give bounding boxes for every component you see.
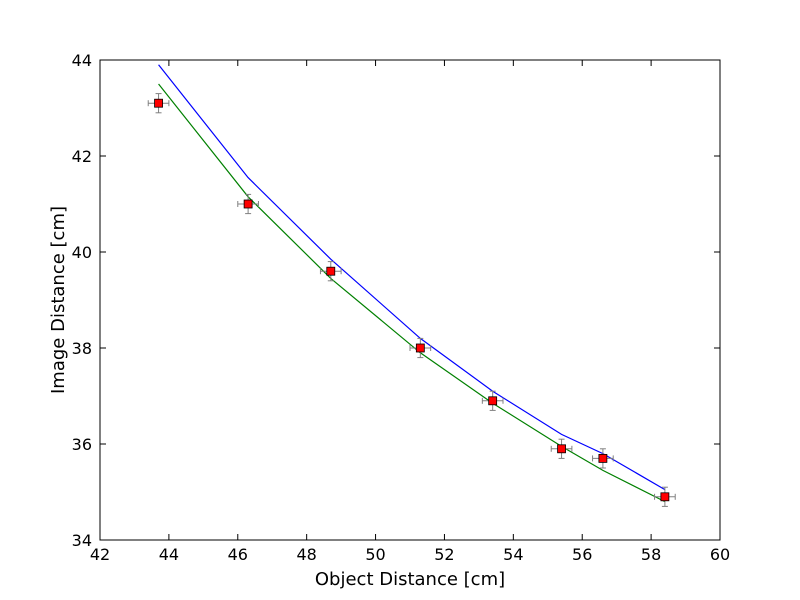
- x-tick-label: 60: [710, 545, 730, 564]
- y-tick-label: 40: [72, 243, 92, 262]
- data-point-marker: [326, 266, 336, 276]
- x-tick-label: 46: [228, 545, 248, 564]
- x-tick-label: 44: [159, 545, 179, 564]
- series-line-1: [158, 64, 666, 491]
- data-point-marker: [243, 199, 253, 209]
- x-tick-label: 58: [641, 545, 661, 564]
- data-point-group: [592, 448, 614, 469]
- data-point-marker: [488, 396, 498, 406]
- y-axis-label: Image Distance [cm]: [48, 206, 69, 394]
- y-tick-label: 42: [72, 147, 92, 166]
- x-tick-label: 50: [365, 545, 385, 564]
- plot-area: [147, 64, 676, 507]
- data-point-group: [550, 438, 573, 459]
- y-tick-label: 36: [72, 435, 92, 454]
- x-tick-label: 54: [503, 545, 523, 564]
- data-point-marker: [415, 343, 425, 353]
- data-point-group: [654, 486, 676, 507]
- x-tick-label: 48: [296, 545, 316, 564]
- ticks: 42 44 46 48 50 52 54 56 58 60 34 36 38 40 42 44: [72, 51, 731, 564]
- data-point-group: [237, 193, 259, 215]
- y-tick-label: 44: [72, 51, 92, 70]
- x-tick-label: 56: [572, 545, 592, 564]
- series-line-2: [158, 83, 666, 503]
- data-point-marker: [154, 98, 163, 108]
- data-point-group: [319, 261, 342, 282]
- x-axis-label: Object Distance [cm]: [315, 569, 505, 590]
- data-point-group: [481, 390, 504, 411]
- data-point-marker: [557, 444, 566, 454]
- y-tick-label: 38: [72, 339, 92, 358]
- axes-frame: [99, 59, 721, 541]
- x-tick-label: 42: [90, 545, 110, 564]
- data-point-marker: [598, 453, 608, 463]
- data-point-marker: [660, 492, 670, 502]
- data-point-group: [147, 93, 170, 114]
- y-tick-label: 34: [72, 531, 92, 550]
- x-tick-label: 52: [434, 545, 454, 564]
- data-point-group: [409, 337, 432, 359]
